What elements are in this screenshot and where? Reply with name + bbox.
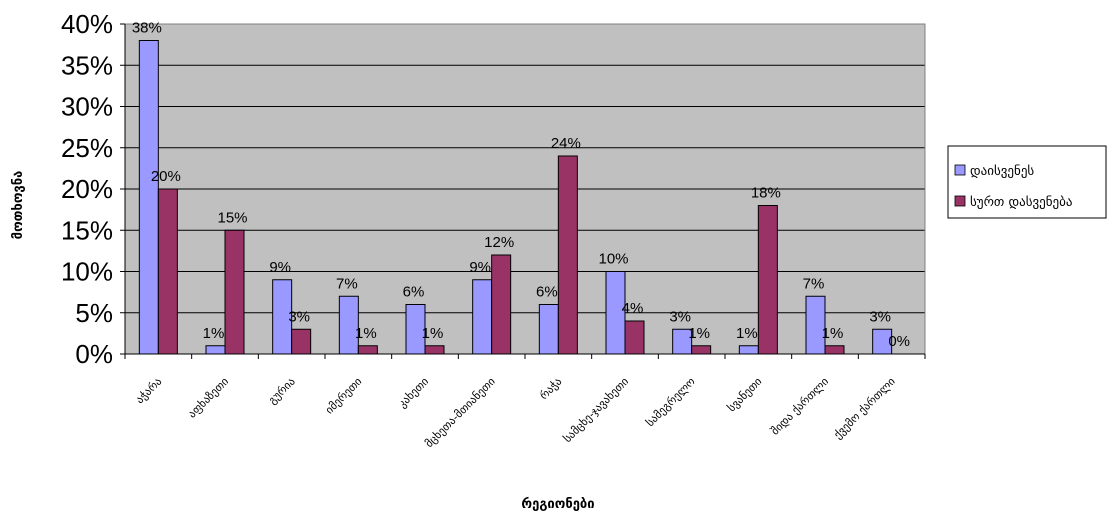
bar-series-1: [738, 345, 759, 355]
bar-series-2: [491, 254, 512, 355]
legend-swatch-series-2: [954, 195, 966, 207]
y-tick-label: 35%: [61, 50, 113, 80]
bar-series-2: [291, 328, 312, 355]
data-label: 24%: [551, 135, 581, 152]
y-tick-label: 10%: [61, 257, 113, 287]
data-label: 38%: [132, 20, 162, 37]
y-tick-label: 30%: [61, 92, 113, 122]
bar-series-1: [205, 345, 226, 355]
legend-box: [947, 145, 1107, 219]
data-label: 9%: [469, 259, 491, 276]
bar-series-1: [138, 40, 159, 355]
bars: [138, 40, 893, 355]
bar-series-2: [424, 345, 445, 355]
data-label: 0%: [888, 333, 910, 350]
data-label: 15%: [217, 209, 247, 226]
bar-series-1: [472, 279, 493, 355]
legend-label-series-2: სურთ დასვენება: [970, 195, 1073, 210]
bar-series-2: [224, 229, 245, 355]
bar-series-2: [824, 345, 845, 355]
data-label: 3%: [869, 308, 891, 325]
bar-series-2: [157, 188, 178, 355]
data-label: 6%: [403, 284, 425, 301]
y-tick-label: 0%: [75, 339, 113, 369]
data-label: 1%: [822, 325, 844, 342]
y-tick-label: 20%: [61, 174, 113, 204]
legend: დაისვენეს სურთ დასვენება: [947, 145, 1107, 219]
legend-label-series-1: დაისვენეს: [970, 164, 1034, 179]
data-label: 7%: [336, 275, 358, 292]
data-label: 9%: [269, 259, 291, 276]
bar-series-2: [357, 345, 378, 355]
legend-swatch-series-1: [954, 164, 966, 176]
bar-series-1: [538, 304, 559, 355]
y-tick-label: 25%: [61, 133, 113, 163]
bar-series-2: [624, 320, 645, 355]
data-labels: 38% 20% 1% 15% 9% 3% 7% 1% 6% 1% 9% 12% 6% 24% 10% 4% 3%…: [132, 20, 910, 351]
data-label: 7%: [803, 275, 825, 292]
data-label: 1%: [736, 325, 758, 342]
data-label: 4%: [622, 300, 644, 317]
data-label: 3%: [669, 308, 691, 325]
data-label: 3%: [288, 308, 310, 325]
data-label: 6%: [536, 284, 558, 301]
data-label: 1%: [422, 325, 444, 342]
data-label: 10%: [598, 251, 628, 268]
y-axis-title: მოთხოვნა: [11, 171, 26, 240]
y-axis-ticks: 0% 5% 10% 15% 20% 25% 30% 35% 40%: [61, 9, 125, 369]
data-label: 12%: [484, 234, 514, 251]
data-label: 1%: [355, 325, 377, 342]
data-label: 1%: [688, 325, 710, 342]
data-label: 20%: [151, 168, 181, 185]
y-tick-label: 15%: [61, 215, 113, 245]
bar-series-2: [691, 345, 712, 355]
data-label: 1%: [203, 325, 225, 342]
data-label: 18%: [751, 185, 781, 202]
y-tick-label: 5%: [75, 298, 113, 328]
bar-series-2: [557, 155, 578, 355]
bar-series-2: [757, 205, 778, 355]
x-axis-title: რეგიონები: [521, 497, 594, 512]
y-tick-label: 40%: [61, 9, 113, 39]
